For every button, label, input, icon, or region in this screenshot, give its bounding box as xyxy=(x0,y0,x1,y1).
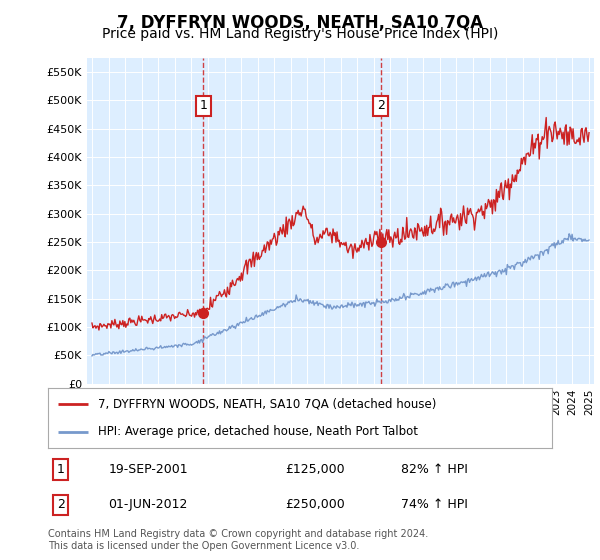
Text: 1: 1 xyxy=(56,463,65,476)
Text: 2: 2 xyxy=(56,498,65,511)
Text: £125,000: £125,000 xyxy=(285,463,344,476)
Text: £250,000: £250,000 xyxy=(285,498,344,511)
Text: 7, DYFFRYN WOODS, NEATH, SA10 7QA (detached house): 7, DYFFRYN WOODS, NEATH, SA10 7QA (detac… xyxy=(98,398,437,410)
Text: 19-SEP-2001: 19-SEP-2001 xyxy=(109,463,188,476)
Text: 01-JUN-2012: 01-JUN-2012 xyxy=(109,498,188,511)
Text: 82% ↑ HPI: 82% ↑ HPI xyxy=(401,463,467,476)
Text: Contains HM Land Registry data © Crown copyright and database right 2024.
This d: Contains HM Land Registry data © Crown c… xyxy=(48,529,428,551)
Text: HPI: Average price, detached house, Neath Port Talbot: HPI: Average price, detached house, Neat… xyxy=(98,426,418,438)
Text: 1: 1 xyxy=(199,99,207,113)
Text: 7, DYFFRYN WOODS, NEATH, SA10 7QA: 7, DYFFRYN WOODS, NEATH, SA10 7QA xyxy=(117,14,483,32)
Text: Price paid vs. HM Land Registry's House Price Index (HPI): Price paid vs. HM Land Registry's House … xyxy=(102,27,498,41)
Text: 2: 2 xyxy=(377,99,385,113)
Text: 74% ↑ HPI: 74% ↑ HPI xyxy=(401,498,467,511)
